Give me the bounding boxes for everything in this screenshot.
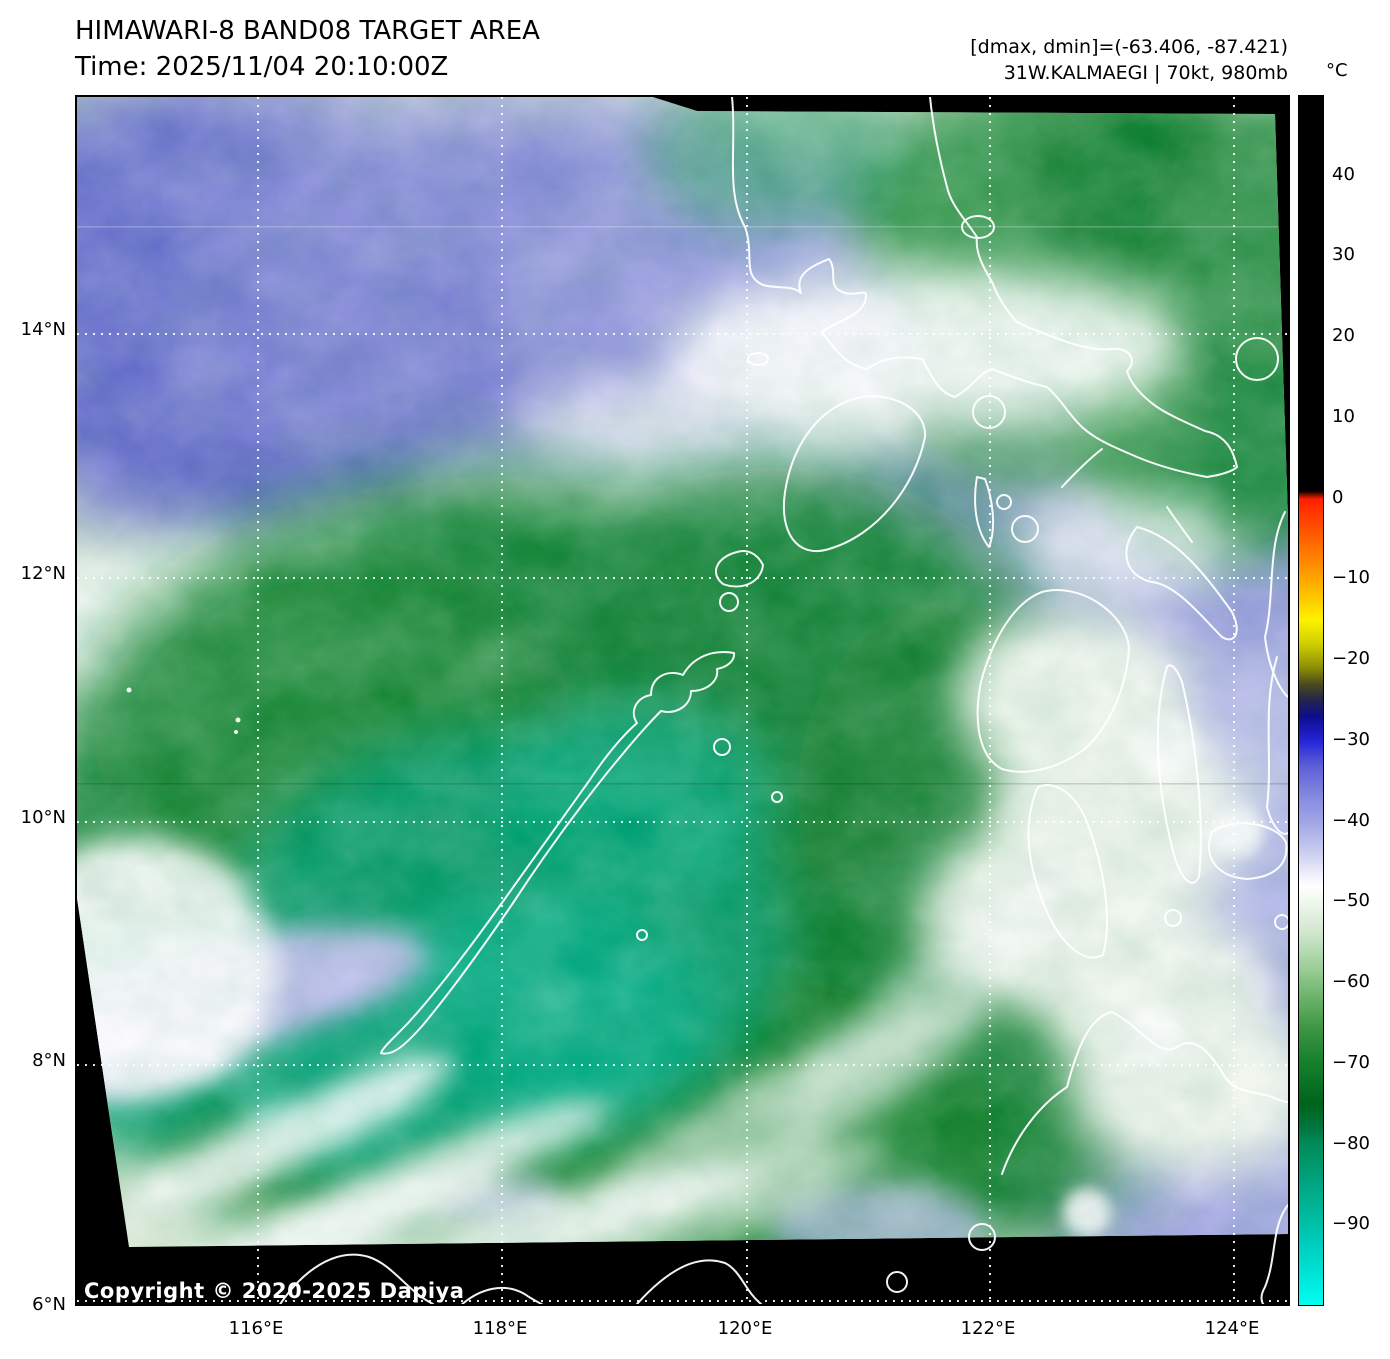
coastline-culion — [719, 592, 739, 612]
lat-tick-label: 12°N — [20, 563, 66, 584]
coastline-sabah — [279, 1253, 434, 1304]
coastline-romblon — [996, 494, 1012, 510]
coastline-palawan — [380, 651, 736, 1055]
coastline-cuyo — [713, 738, 731, 756]
colorbar-tick-label: 0 — [1332, 486, 1344, 508]
coastline-marinduque — [972, 395, 1006, 429]
colorbar-tick-label: −30 — [1332, 728, 1370, 750]
coastline-polillo — [961, 215, 995, 239]
colorbar-tick-label: 30 — [1332, 244, 1355, 266]
coastline-luzon — [731, 97, 1238, 478]
colorbar-tick-label: −80 — [1332, 1132, 1370, 1154]
page-title: HIMAWARI-8 BAND08 TARGET AREA — [75, 16, 540, 46]
coastline-cuyo-2 — [771, 791, 783, 803]
coastline-sabah-2 — [461, 1286, 544, 1304]
colorbar-tick-label: 40 — [1332, 163, 1355, 185]
colorbar-tick-label: −60 — [1332, 971, 1370, 993]
coastline-mindanao-east — [1260, 1204, 1288, 1304]
cloud-field-art — [77, 97, 1288, 1247]
lat-tick-label: 6°N — [32, 1294, 66, 1315]
coastline-cagayancillo — [636, 929, 648, 941]
coastline-busuanga — [715, 550, 764, 588]
coastline-sibuyan — [1011, 515, 1039, 543]
colorbar-tick-label: −40 — [1332, 809, 1370, 831]
satellite-map-panel: Copyright © 2020-2025 Dapiya — [75, 95, 1290, 1306]
scan-seam — [77, 783, 1288, 785]
lon-tick-label: 122°E — [960, 1318, 1016, 1339]
colorbar-tick-label: −90 — [1332, 1213, 1370, 1235]
lat-tick-label: 14°N — [20, 319, 66, 340]
lat-tick-label: 8°N — [32, 1050, 66, 1071]
coastline-samar — [1264, 511, 1288, 698]
coastline-overlay — [279, 97, 1288, 1304]
coastline-ticao — [1166, 506, 1193, 543]
colorbar-tick-label: 20 — [1332, 325, 1355, 347]
gridline-overlay — [77, 97, 1288, 1304]
lon-tick-label: 118°E — [472, 1318, 528, 1339]
coastline-catanduanes — [1235, 337, 1279, 381]
lon-tick-label: 116°E — [228, 1318, 284, 1339]
timestamp-label: Time: 2025/11/04 20:10:00Z — [75, 52, 449, 82]
colorbar-tick-label: −70 — [1332, 1051, 1370, 1073]
colorbar-tick-label: −20 — [1332, 648, 1370, 670]
dmax-dmin-label: [dmax, dmin]=(-63.406, -87.421) — [970, 36, 1288, 58]
coastline-zamboanga — [636, 1259, 762, 1304]
coastline-mindanao — [1001, 1011, 1288, 1175]
scan-seam — [77, 226, 1288, 228]
coastline-lubang — [747, 352, 769, 366]
colorbar-gradient — [1298, 95, 1324, 1306]
satellite-image — [77, 97, 1288, 1304]
coastline-camiguin — [1274, 914, 1288, 930]
lat-tick-label: 10°N — [20, 807, 66, 828]
coastline-jolo — [886, 1271, 908, 1293]
colorbar-tick-label: −50 — [1332, 890, 1370, 912]
copyright-label: Copyright © 2020-2025 Dapiya — [84, 1279, 465, 1303]
coastline-negros — [1027, 784, 1108, 959]
coastline-panay — [976, 589, 1130, 773]
coastline-siquijor — [1164, 909, 1182, 927]
lon-tick-label: 120°E — [717, 1318, 773, 1339]
colorbar-tick-label: 10 — [1332, 405, 1355, 427]
coastline-bohol — [1207, 822, 1288, 880]
colorbar-tick-label: −10 — [1332, 567, 1370, 589]
coastline-cebu — [1156, 664, 1202, 884]
coastline-masbate — [1125, 526, 1238, 641]
coastline-leyte — [1266, 656, 1288, 835]
coastline-mindoro — [782, 395, 927, 552]
colorbar-unit-label: °C — [1326, 60, 1348, 81]
lon-tick-label: 124°E — [1204, 1318, 1260, 1339]
coastline-burias — [1061, 448, 1103, 488]
coastline-basilan — [968, 1223, 996, 1251]
storm-info-label: 31W.KALMAEGI | 70kt, 980mb — [1003, 62, 1288, 84]
